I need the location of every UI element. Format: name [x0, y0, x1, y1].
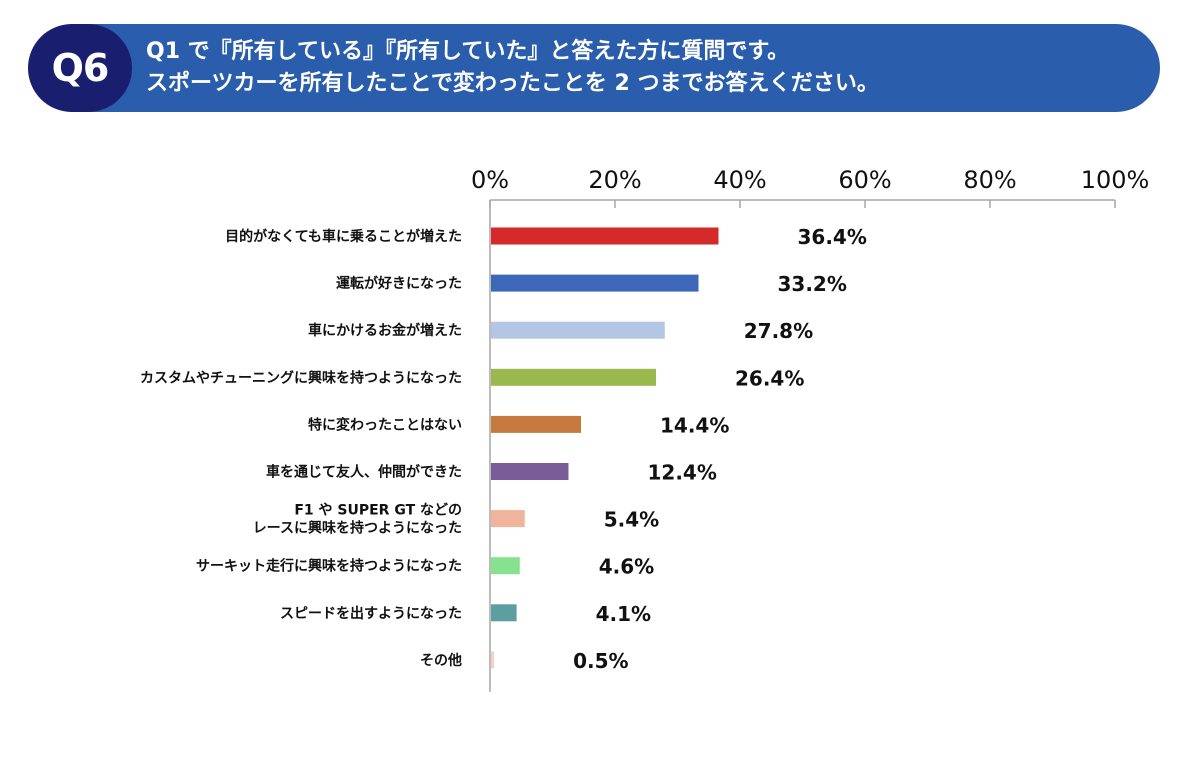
category-label: 目的がなくても車に乗ることが増えた — [225, 228, 462, 245]
category-label: スピードを出すようになった — [280, 605, 462, 622]
category-label: カスタムやチューニングに興味を持つようになった — [140, 369, 462, 386]
category-label-line: F1 や SUPER GT などの — [294, 503, 462, 519]
x-tick-label: 0% — [471, 166, 509, 194]
bar — [491, 651, 495, 669]
bar — [491, 274, 699, 292]
bar — [491, 415, 581, 433]
category-label: 車にかけるお金が増えた — [308, 322, 462, 339]
category-label-line: レースに興味を持つようになった — [253, 520, 462, 537]
x-tick-label: 20% — [588, 166, 641, 194]
value-label: 12.4% — [648, 461, 717, 485]
x-tick-label: 60% — [838, 166, 891, 194]
value-label: 5.4% — [604, 508, 659, 532]
value-label: 4.6% — [599, 555, 654, 579]
question-number: Q6 — [51, 46, 110, 90]
bar — [491, 510, 525, 528]
value-label: 14.4% — [660, 413, 729, 437]
bar — [491, 557, 520, 575]
question-line-1: Q1 で『所有している』『所有していた』と答えた方に質問です。 — [146, 39, 790, 64]
question-text: Q1 で『所有している』『所有していた』と答えた方に質問です。 スポーツカーを所… — [146, 36, 879, 100]
category-label: 運転が好きになった — [336, 275, 462, 292]
bar — [491, 321, 665, 339]
category-label: F1 や SUPER GT などのレースに興味を持つようになった — [253, 503, 462, 537]
value-label: 26.4% — [735, 366, 804, 390]
category-label: 車を通じて友人、仲間ができた — [266, 464, 462, 481]
value-label: 27.8% — [744, 319, 813, 343]
bar — [491, 604, 517, 622]
value-label: 33.2% — [778, 272, 847, 296]
bar — [491, 463, 569, 480]
category-label: 特に変わったことはない — [308, 416, 462, 433]
bar — [491, 368, 656, 386]
value-label: 4.1% — [596, 602, 651, 626]
question-line-2: スポーツカーを所有したことで変わったことを 2 つまでお答えください。 — [146, 71, 879, 96]
x-tick-label: 40% — [713, 166, 766, 194]
x-tick-label: 80% — [963, 166, 1016, 194]
value-label: 0.5% — [573, 649, 628, 673]
question-banner: Q6 Q1 で『所有している』『所有していた』と答えた方に質問です。 スポーツカ… — [28, 24, 1160, 112]
value-label: 36.4% — [798, 225, 867, 249]
bar — [491, 227, 719, 245]
x-tick-label: 100% — [1081, 166, 1150, 194]
question-badge: Q6 — [28, 24, 132, 112]
category-label: サーキット走行に興味を持つようになった — [196, 558, 462, 575]
category-label: その他 — [420, 652, 462, 669]
